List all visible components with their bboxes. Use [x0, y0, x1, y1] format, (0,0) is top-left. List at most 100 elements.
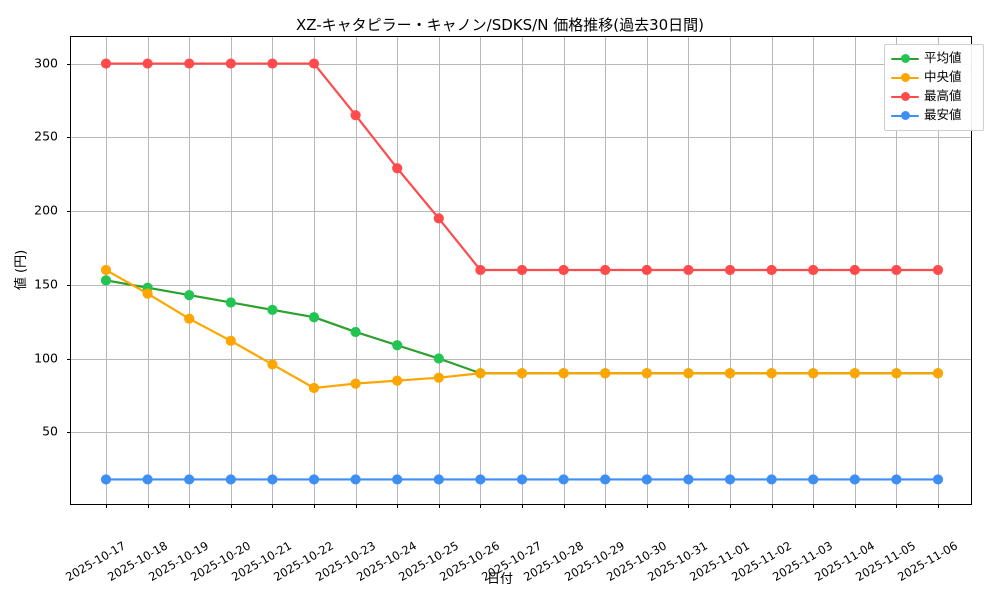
data-point [100, 58, 112, 69]
y-tick-label: 300 [34, 55, 58, 71]
y-tick-label: 150 [34, 276, 58, 292]
data-point [683, 264, 694, 276]
data-point [267, 58, 278, 69]
y-tick-label: 50 [42, 423, 58, 439]
gridline-horizontal [71, 137, 971, 139]
data-point [184, 290, 195, 301]
data-point [392, 474, 403, 485]
data-point [766, 474, 777, 485]
y-tick-mark [67, 358, 71, 360]
x-tick-mark [896, 504, 898, 508]
x-tick-mark [314, 504, 315, 508]
series-1 [100, 275, 944, 379]
data-point [558, 368, 569, 379]
data-point [392, 375, 403, 386]
x-tick-mark [563, 504, 565, 508]
data-point [225, 58, 236, 69]
data-point [558, 474, 569, 485]
data-point [142, 58, 153, 69]
data-point [932, 474, 944, 485]
series-4 [100, 474, 944, 485]
data-point [808, 474, 819, 485]
gridline-horizontal [71, 211, 971, 213]
data-point [475, 264, 486, 276]
data-point [433, 474, 444, 485]
x-tick-mark [854, 504, 856, 508]
x-tick-mark [646, 504, 648, 508]
data-point [932, 368, 944, 379]
data-point [225, 297, 236, 308]
gridline-vertical [355, 37, 357, 504]
data-point [724, 264, 736, 276]
data-point [641, 368, 652, 379]
data-point [100, 474, 112, 485]
data-point [932, 264, 944, 276]
data-point [600, 368, 611, 379]
series-2 [100, 264, 944, 394]
legend-item-2[interactable]: 中央値 [891, 68, 977, 87]
x-tick-mark [688, 504, 690, 508]
x-tick-mark [355, 504, 357, 508]
data-point [184, 313, 195, 324]
legend-item-3[interactable]: 最高値 [891, 87, 977, 106]
data-point [600, 264, 611, 276]
legend[interactable]: 平均値中央値最高値 最安値 [884, 44, 984, 131]
data-point [350, 474, 361, 485]
data-point [100, 264, 112, 276]
data-point [433, 213, 444, 224]
data-point [350, 378, 361, 389]
data-point [558, 264, 569, 276]
data-point [516, 264, 528, 276]
data-point [849, 474, 860, 485]
data-point [100, 275, 112, 286]
gridline-horizontal [71, 432, 971, 434]
data-point [641, 264, 652, 276]
data-point [516, 474, 528, 485]
legend-item-1[interactable]: 平均値 [891, 49, 977, 68]
data-point [267, 359, 278, 370]
y-tick-label: 100 [34, 350, 58, 366]
x-tick-mark [813, 504, 815, 508]
data-point [433, 353, 444, 364]
data-point [475, 474, 486, 485]
data-point [267, 474, 278, 485]
data-point [308, 312, 320, 323]
series-layer [100, 58, 944, 485]
data-point [724, 368, 736, 379]
data-point [142, 474, 153, 485]
x-tick-mark [605, 504, 607, 508]
gridline-horizontal [71, 63, 971, 65]
data-point [891, 474, 902, 485]
series-line [104, 62, 940, 272]
x-tick-mark [938, 504, 939, 508]
y-tick-mark [67, 137, 71, 139]
gridline-vertical [189, 37, 191, 504]
data-point [641, 474, 652, 485]
legend-label: 中央値 [924, 69, 962, 85]
gridline-vertical [230, 37, 232, 504]
y-tick-label: 200 [34, 202, 58, 218]
legend-label: 平均値 [924, 50, 962, 66]
data-point [142, 288, 153, 299]
data-point [392, 163, 403, 174]
chart-title: XZ-キャタピラー・キャノン/SDKS/N 価格推移(過去30日間) [295, 16, 705, 34]
legend-swatch-icon [891, 91, 919, 103]
gridline-vertical [314, 37, 315, 504]
y-tick-mark [67, 63, 71, 65]
legend-item-4[interactable]: 最安値 [891, 106, 977, 125]
data-point [350, 326, 361, 338]
x-tick-mark [730, 504, 731, 508]
data-point [808, 368, 819, 379]
data-point [475, 368, 486, 379]
plot-area [67, 36, 972, 508]
data-point [766, 368, 777, 379]
data-point [849, 264, 860, 276]
x-tick-mark [230, 504, 232, 508]
series-line [104, 279, 940, 375]
data-point [184, 474, 195, 485]
data-point [766, 264, 777, 276]
x-tick-mark [106, 504, 107, 508]
y-tick-mark [67, 284, 71, 286]
y-tick-mark [67, 432, 71, 434]
